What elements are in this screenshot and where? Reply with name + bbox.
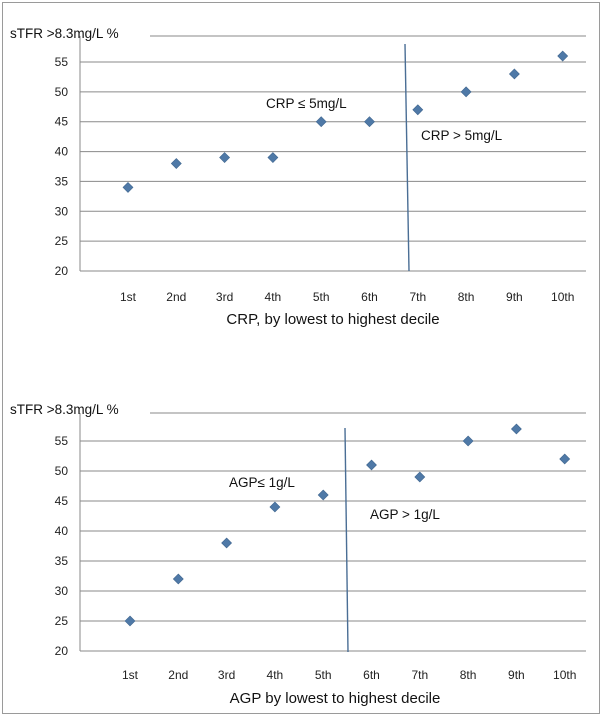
crp-x-tick-label: 5th — [313, 290, 330, 304]
agp-data-point — [221, 537, 233, 549]
agp-y-tick-label: 20 — [55, 644, 69, 658]
crp-x-tick-label: 7th — [409, 290, 426, 304]
crp-y-tick-label: 20 — [55, 264, 69, 278]
agp-x-tick-label: 1st — [122, 668, 139, 682]
agp-annotation-low: AGP≤ 1g/L — [229, 475, 295, 490]
agp-y-tick-label: 50 — [55, 464, 69, 478]
agp-annotation-high: AGP > 1g/L — [370, 507, 440, 522]
agp-x-tick-label: 10th — [553, 668, 576, 682]
crp-y-tick-label: 55 — [55, 55, 69, 69]
agp-x-tick-label: 5th — [315, 668, 332, 682]
agp-data-point — [462, 435, 474, 447]
crp-y-tick-label: 25 — [55, 234, 69, 248]
crp-chart-ylabel: sTFR >8.3mg/L % — [10, 26, 119, 41]
agp-x-tick-label: 8th — [460, 668, 477, 682]
crp-threshold-divider — [404, 43, 410, 272]
agp-data-point — [172, 573, 184, 585]
crp-y-tick-label: 50 — [55, 85, 69, 99]
agp-x-tick-label: 3rd — [218, 668, 235, 682]
crp-chart: sTFR >8.3mg/L % CRP, by lowest to highes… — [10, 26, 586, 328]
agp-x-tick-label: 4th — [267, 668, 284, 682]
agp-chart-xlabel: AGP by lowest to highest decile — [230, 690, 441, 707]
agp-chart: sTFR >8.3mg/L % AGP by lowest to highest… — [10, 402, 586, 707]
crp-data-point — [267, 152, 279, 163]
agp-data-point — [414, 471, 426, 483]
crp-data-point — [508, 68, 520, 80]
agp-y-tick-label: 35 — [55, 554, 69, 568]
agp-x-tick-label: 2nd — [168, 668, 188, 682]
crp-x-tick-label: 1st — [120, 290, 137, 304]
crp-annotation-high: CRP > 5mg/L — [421, 128, 503, 143]
crp-x-tick-label: 9th — [506, 290, 523, 304]
crp-data-point — [364, 116, 375, 128]
crp-annotation-low: CRP ≤ 5mg/L — [266, 96, 347, 111]
crp-data-point — [315, 116, 327, 128]
crp-y-tick-label: 30 — [55, 204, 69, 218]
crp-data-point — [219, 152, 231, 163]
crp-data-point — [170, 158, 182, 169]
agp-x-tick-label: 6th — [363, 668, 380, 682]
crp-y-tick-label: 40 — [55, 145, 69, 159]
crp-x-tick-label: 8th — [458, 290, 475, 304]
crp-chart-xlabel: CRP, by lowest to highest decile — [226, 311, 439, 328]
crp-data-point — [122, 181, 134, 193]
crp-x-tick-label: 6th — [361, 290, 378, 304]
agp-x-tick-label: 9th — [508, 668, 525, 682]
agp-data-point — [124, 615, 136, 627]
agp-y-tick-label: 30 — [55, 584, 69, 598]
agp-chart-ylabel: sTFR >8.3mg/L % — [10, 402, 119, 417]
agp-threshold-divider — [344, 427, 349, 653]
agp-y-tick-label: 55 — [55, 434, 69, 448]
crp-data-point — [557, 50, 569, 62]
agp-x-tick-label: 7th — [411, 668, 428, 682]
agp-data-point — [317, 489, 329, 501]
agp-y-tick-label: 40 — [55, 524, 69, 538]
crp-x-tick-label: 3rd — [216, 290, 233, 304]
crp-x-tick-label: 2nd — [166, 290, 186, 304]
crp-x-tick-label: 10th — [551, 290, 574, 304]
agp-data-point — [510, 423, 522, 435]
crp-y-tick-label: 45 — [55, 115, 69, 129]
agp-data-point — [559, 453, 571, 465]
agp-y-tick-label: 25 — [55, 614, 69, 628]
crp-data-point — [412, 104, 424, 116]
agp-data-point — [269, 501, 281, 513]
crp-y-tick-label: 35 — [55, 174, 69, 188]
agp-data-point — [366, 459, 377, 471]
agp-y-tick-label: 45 — [55, 494, 69, 508]
crp-x-tick-label: 4th — [265, 290, 282, 304]
crp-data-point — [460, 86, 472, 98]
